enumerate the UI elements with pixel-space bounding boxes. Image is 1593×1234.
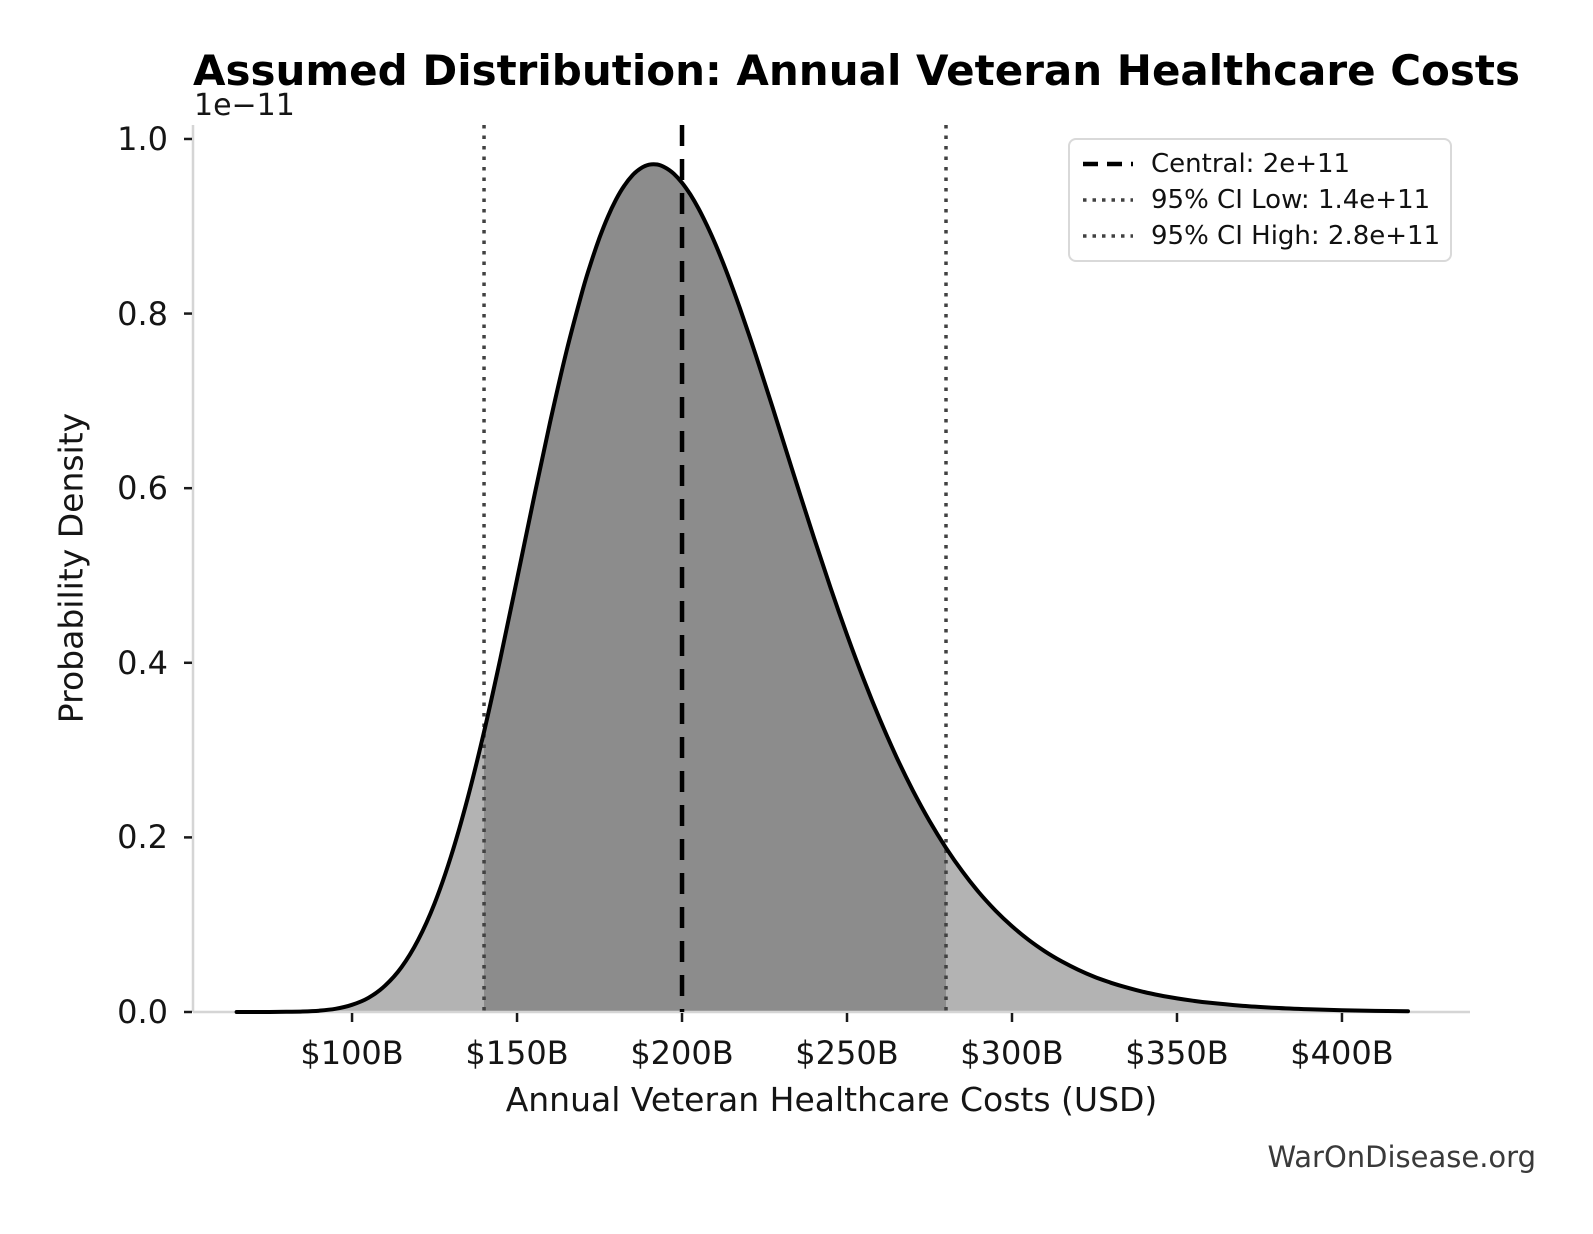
dotted-line-sample <box>1083 234 1133 238</box>
ci-region-fill <box>484 164 946 1013</box>
y-tick-label: 0.6 <box>117 469 168 508</box>
x-tick-label: $150B <box>465 1034 569 1072</box>
legend-label: Central: 2e+11 <box>1151 149 1351 179</box>
dashed-line-sample <box>1083 161 1133 167</box>
y-axis-offset-label: 1e−11 <box>194 88 295 123</box>
legend: Central: 2e+11 95% CI Low: 1.4e+11 95% C… <box>1068 138 1452 262</box>
y-tick-label: 0.8 <box>117 294 168 333</box>
y-tick-label: 0.2 <box>117 818 168 857</box>
x-tick-label: $100B <box>300 1034 404 1072</box>
density-curve <box>234 162 1410 1014</box>
x-tick-label: $350B <box>1125 1034 1229 1072</box>
legend-item-ci-high: 95% CI High: 2.8e+11 <box>1082 221 1440 251</box>
legend-label: 95% CI Low: 1.4e+11 <box>1151 185 1431 215</box>
y-axis-label: Probability Density <box>51 412 91 724</box>
x-tick-label: $300B <box>960 1034 1064 1072</box>
legend-item-ci-low: 95% CI Low: 1.4e+11 <box>1082 185 1440 215</box>
x-tick-label: $200B <box>630 1034 734 1072</box>
dotted-line-sample <box>1083 198 1133 202</box>
x-axis-label: Annual Veteran Healthcare Costs (USD) <box>505 1080 1158 1119</box>
legend-label: 95% CI High: 2.8e+11 <box>1151 221 1441 251</box>
x-tick-label: $250B <box>795 1034 899 1072</box>
x-tick-label: $400B <box>1290 1034 1394 1072</box>
y-tick-label: 1.0 <box>117 119 168 158</box>
watermark: WarOnDisease.org <box>1267 1140 1536 1174</box>
legend-item-central: Central: 2e+11 <box>1082 149 1440 179</box>
y-tick-label: 0.4 <box>117 643 168 682</box>
chart-title: Assumed Distribution: Annual Veteran Hea… <box>193 46 1520 95</box>
y-tick-label: 0.0 <box>117 993 168 1031</box>
